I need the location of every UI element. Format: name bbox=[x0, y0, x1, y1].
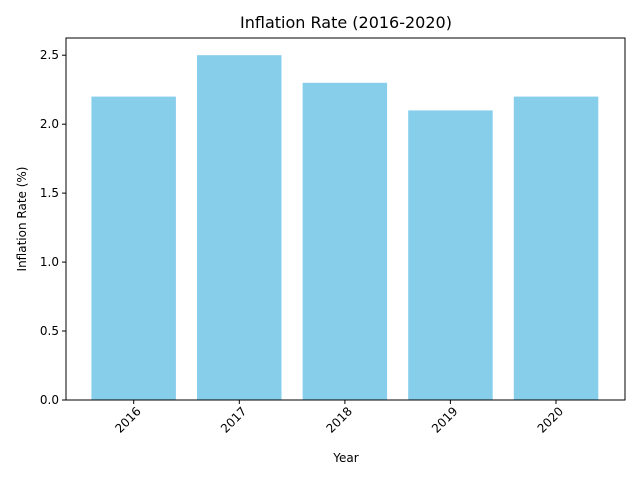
bar-2020 bbox=[513, 96, 599, 400]
bar-2019 bbox=[408, 110, 493, 401]
y-tick-label: 0.5 bbox=[40, 324, 59, 338]
bar-2017 bbox=[197, 55, 282, 400]
y-axis-ticks: 0.0 0.5 1.0 1.5 2.0 2.5 bbox=[40, 48, 66, 407]
chart-title: Inflation Rate (2016-2020) bbox=[240, 13, 452, 32]
y-tick-label: 2.0 bbox=[40, 117, 59, 131]
x-axis-label: Year bbox=[332, 451, 358, 465]
bar-2018 bbox=[302, 82, 388, 401]
plot-area-frame bbox=[65, 37, 626, 401]
bars-group bbox=[91, 55, 599, 401]
y-axis-label: Inflation Rate (%) bbox=[15, 167, 29, 272]
y-tick-label: 1.5 bbox=[40, 186, 59, 200]
y-tick-label: 0.0 bbox=[40, 393, 59, 407]
y-tick-label: 2.5 bbox=[40, 48, 59, 62]
bar-2016 bbox=[91, 96, 176, 400]
y-tick-label: 1.0 bbox=[40, 255, 59, 269]
